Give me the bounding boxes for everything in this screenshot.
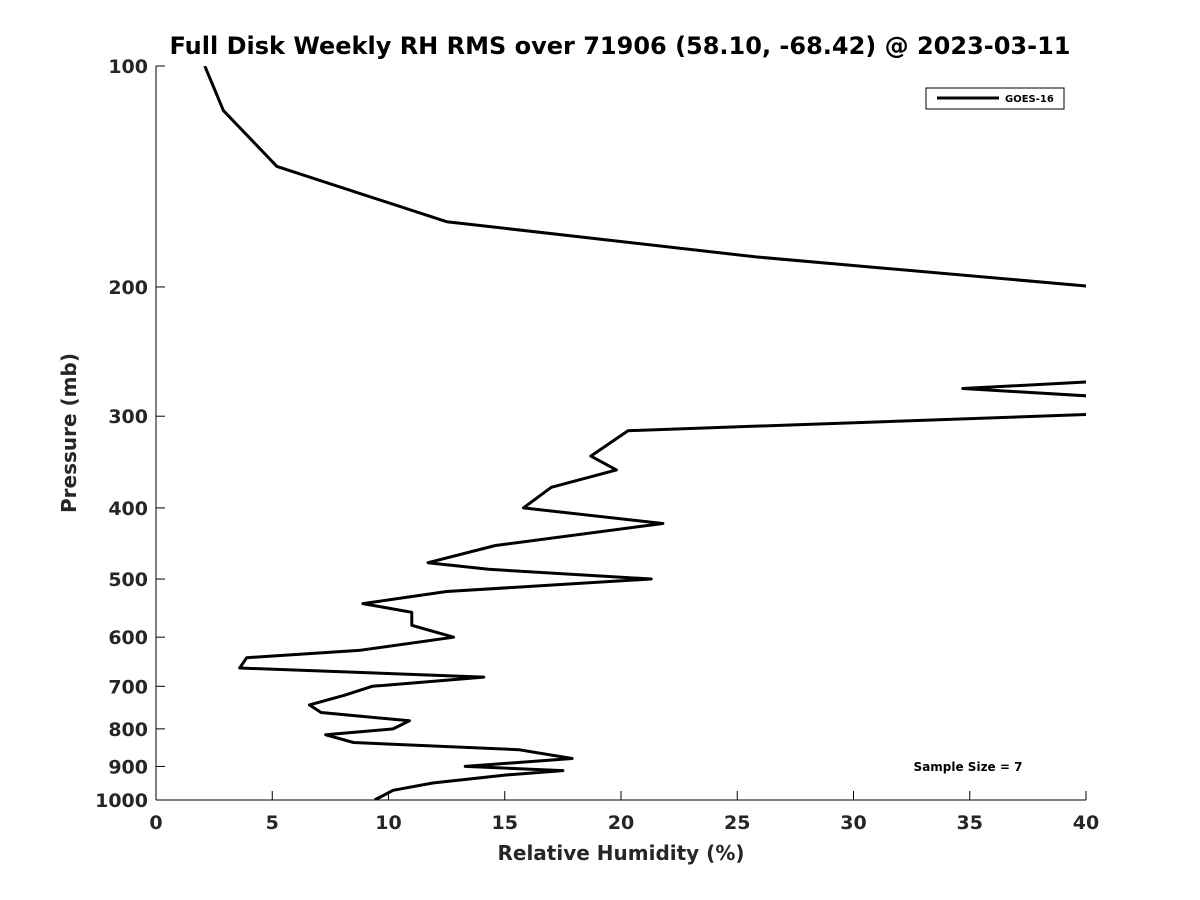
x-tick-label: 25 bbox=[724, 812, 750, 834]
y-tick-label: 700 bbox=[108, 676, 148, 698]
sample-size-annotation: Sample Size = 7 bbox=[914, 760, 1023, 774]
x-tick-label: 10 bbox=[375, 812, 401, 834]
y-tick-label: 800 bbox=[108, 719, 148, 741]
x-tick-label: 40 bbox=[1073, 812, 1099, 834]
x-axis-label: Relative Humidity (%) bbox=[497, 841, 744, 865]
series-line-goes-16 bbox=[203, 66, 1086, 800]
y-ticks: 100 200 300 400 500 600 700 800 900 1000 bbox=[95, 56, 165, 812]
y-tick-label: 400 bbox=[108, 498, 148, 520]
chart-title: Full Disk Weekly RH RMS over 71906 (58.1… bbox=[169, 32, 1070, 60]
x-tick-label: 5 bbox=[266, 812, 279, 834]
y-tick-label: 1000 bbox=[95, 790, 148, 812]
x-tick-label: 15 bbox=[492, 812, 518, 834]
x-tick-label: 35 bbox=[957, 812, 983, 834]
legend: GOES-16 bbox=[925, 87, 1065, 110]
x-ticks: 0 5 10 15 20 25 30 35 40 bbox=[149, 791, 1099, 834]
y-tick-label: 600 bbox=[108, 627, 148, 649]
y-axis-label: Pressure (mb) bbox=[57, 353, 81, 513]
legend-label: GOES-16 bbox=[1005, 94, 1054, 105]
y-tick-label: 900 bbox=[108, 756, 148, 778]
x-tick-label: 0 bbox=[149, 812, 162, 834]
x-tick-label: 30 bbox=[840, 812, 866, 834]
y-tick-label: 500 bbox=[108, 569, 148, 591]
y-tick-label: 300 bbox=[108, 406, 148, 428]
y-tick-label: 100 bbox=[108, 56, 148, 78]
plot-area: 0 5 10 15 20 25 30 35 40 100 200 300 400 500 600 700 80… bbox=[95, 56, 1099, 834]
y-tick-label: 200 bbox=[108, 277, 148, 299]
x-tick-label: 20 bbox=[608, 812, 634, 834]
